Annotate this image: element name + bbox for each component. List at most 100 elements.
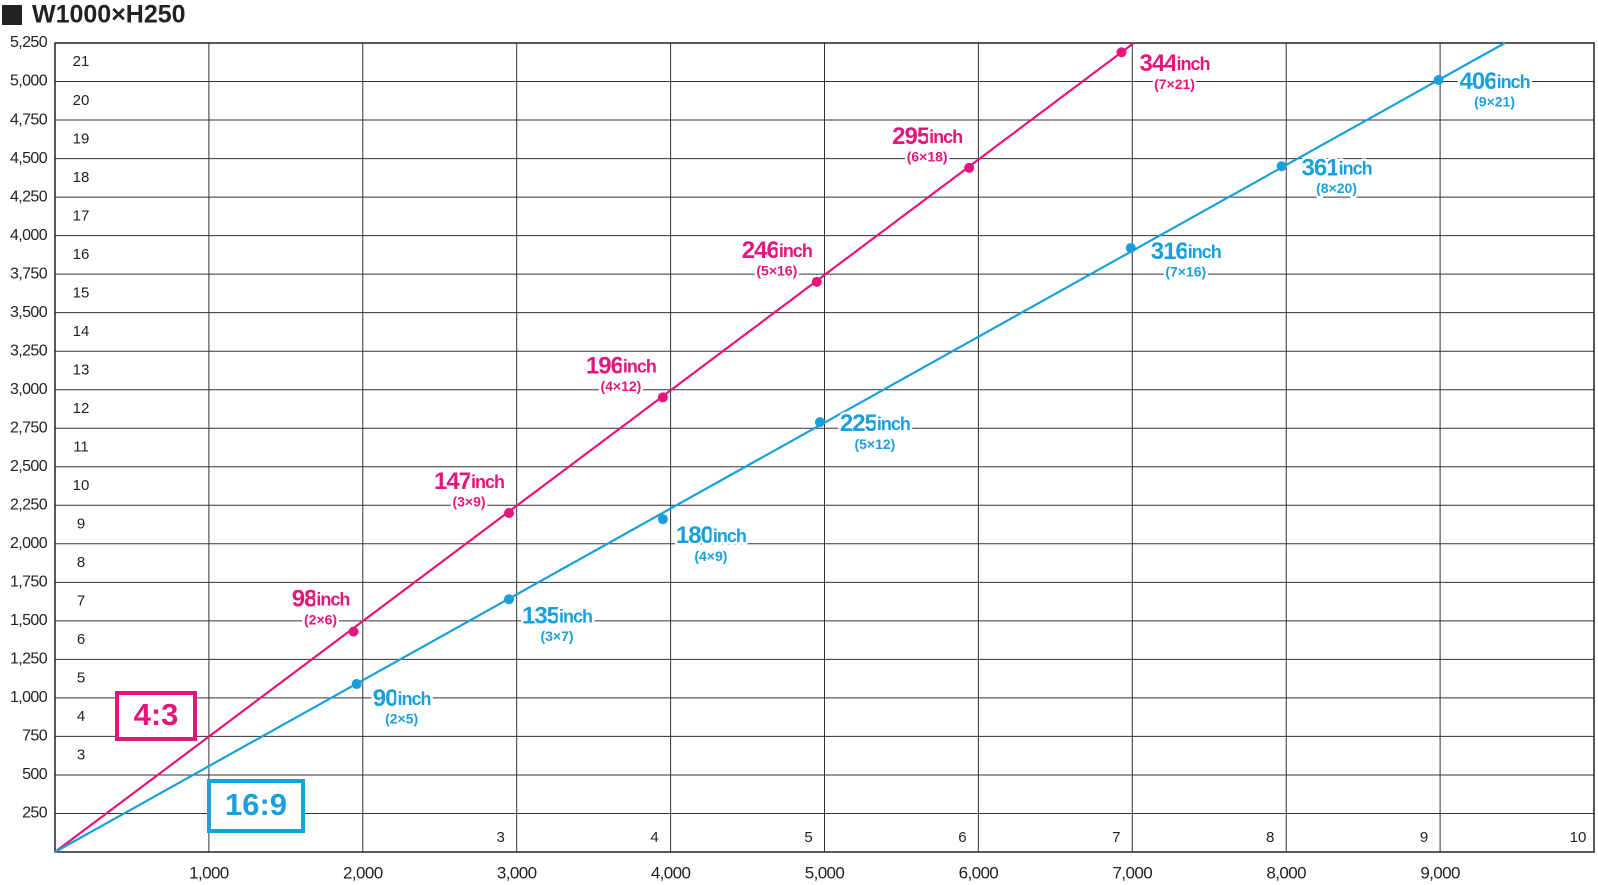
y-tick-label: 1,750 xyxy=(10,574,48,591)
point-sublabel: (9×21) xyxy=(1474,94,1515,110)
point-label: 147inch xyxy=(434,468,504,495)
point-sublabel: (3×7) xyxy=(540,628,573,644)
row-count-label: 10 xyxy=(73,477,90,494)
point-sublabel: (3×9) xyxy=(452,494,485,510)
series-line xyxy=(54,42,1135,853)
y-tick-label: 1,000 xyxy=(10,689,48,706)
point-label-unit: inch xyxy=(929,127,962,147)
point-label-value: 344 xyxy=(1139,51,1178,78)
col-count-label: 10 xyxy=(1570,829,1587,846)
row-count-label: 21 xyxy=(73,53,90,70)
legend-label: 16:9 xyxy=(225,787,287,822)
y-tick-label: 1,250 xyxy=(10,651,48,668)
row-count-label: 9 xyxy=(77,516,85,533)
point-label-value: 135 xyxy=(522,603,560,630)
data-point xyxy=(964,162,975,173)
row-count-label: 12 xyxy=(73,400,90,417)
point-label: 180inch xyxy=(676,522,746,549)
point-label-unit: inch xyxy=(623,356,656,376)
y-tick-label: 2,250 xyxy=(10,497,48,514)
col-count-label: 7 xyxy=(1112,829,1120,846)
point-label: 196inch xyxy=(586,353,656,380)
x-tick-label: 9,000 xyxy=(1420,863,1460,882)
data-point xyxy=(811,276,822,287)
y-tick-label: 4,000 xyxy=(10,227,48,244)
y-tick-label: 500 xyxy=(22,766,48,783)
data-point xyxy=(504,507,515,518)
row-count-label: 7 xyxy=(77,593,85,610)
row-count-label: 19 xyxy=(73,130,90,147)
legend-box xyxy=(207,779,305,833)
y-tick-label: 2,750 xyxy=(10,419,48,436)
data-point xyxy=(348,626,359,637)
row-count-label: 17 xyxy=(73,207,90,224)
point-sublabel: (5×12) xyxy=(854,436,895,452)
chart-title: W1000×H250 xyxy=(32,1,186,29)
point-label: 316inch xyxy=(1151,238,1221,265)
y-tick-label: 5,250 xyxy=(10,34,48,51)
row-count-label: 14 xyxy=(73,323,90,340)
point-sublabel: (8×20) xyxy=(1316,180,1357,196)
data-point xyxy=(1125,242,1136,253)
point-label-unit: inch xyxy=(779,241,812,261)
point-label: 225inch xyxy=(840,410,910,437)
point-label-value: 295 xyxy=(892,123,930,150)
point-sublabel: (2×6) xyxy=(304,611,337,627)
y-tick-label: 4,500 xyxy=(10,150,48,167)
point-label-value: 246 xyxy=(742,237,780,264)
point-label-unit: inch xyxy=(877,414,910,434)
y-tick-label: 2,000 xyxy=(10,535,48,552)
row-count-label: 20 xyxy=(73,92,90,109)
point-label-unit: inch xyxy=(316,589,349,609)
point-label: 98inch xyxy=(292,586,350,613)
data-point xyxy=(814,417,825,428)
point-label-value: 180 xyxy=(676,522,714,549)
y-tick-label: 750 xyxy=(22,728,48,745)
data-point xyxy=(1276,161,1287,172)
legend-label: 4:3 xyxy=(134,697,179,732)
point-label: 135inch xyxy=(522,603,592,630)
y-tick-label: 4,750 xyxy=(10,111,48,128)
point-label: 344inch xyxy=(1139,51,1209,78)
point-label-unit: inch xyxy=(1497,72,1530,92)
y-tick-label: 3,500 xyxy=(10,304,48,321)
data-point xyxy=(504,594,515,605)
col-count-label: 4 xyxy=(650,829,658,846)
data-point xyxy=(351,679,362,690)
point-label-value: 90 xyxy=(373,685,398,712)
data-point xyxy=(657,392,668,403)
point-label-value: 225 xyxy=(840,410,878,437)
point-sublabel: (4×12) xyxy=(600,378,641,394)
point-label-unit: inch xyxy=(1188,242,1221,262)
point-label: 90inch xyxy=(373,685,431,712)
row-count-label: 18 xyxy=(73,169,90,186)
point-label-unit: inch xyxy=(471,472,504,492)
point-sublabel: (7×16) xyxy=(1165,264,1206,280)
row-count-label: 16 xyxy=(73,246,90,263)
x-tick-label: 3,000 xyxy=(497,863,537,882)
x-tick-label: 1,000 xyxy=(189,863,229,882)
point-label-value: 316 xyxy=(1151,238,1189,265)
row-count-label: 3 xyxy=(77,747,85,764)
legend-box xyxy=(115,691,197,741)
series-line xyxy=(54,42,1506,853)
point-sublabel: (4×9) xyxy=(694,548,727,564)
point-sublabel: (7×21) xyxy=(1154,76,1195,92)
title-marker xyxy=(2,5,22,25)
x-tick-label: 6,000 xyxy=(959,863,999,882)
row-count-label: 8 xyxy=(77,554,85,571)
row-count-label: 13 xyxy=(73,361,90,378)
point-label: 406inch xyxy=(1460,68,1530,95)
data-point xyxy=(657,514,668,525)
y-tick-label: 4,250 xyxy=(10,188,48,205)
col-count-label: 6 xyxy=(958,829,966,846)
point-label: 295inch xyxy=(892,123,962,150)
row-count-label: 5 xyxy=(77,670,85,687)
row-count-label: 6 xyxy=(77,631,85,648)
point-label-value: 406 xyxy=(1460,68,1498,95)
row-count-label: 4 xyxy=(77,708,85,725)
point-label-value: 147 xyxy=(434,468,472,495)
point-label-value: 98 xyxy=(292,586,317,613)
data-point xyxy=(1433,74,1444,85)
